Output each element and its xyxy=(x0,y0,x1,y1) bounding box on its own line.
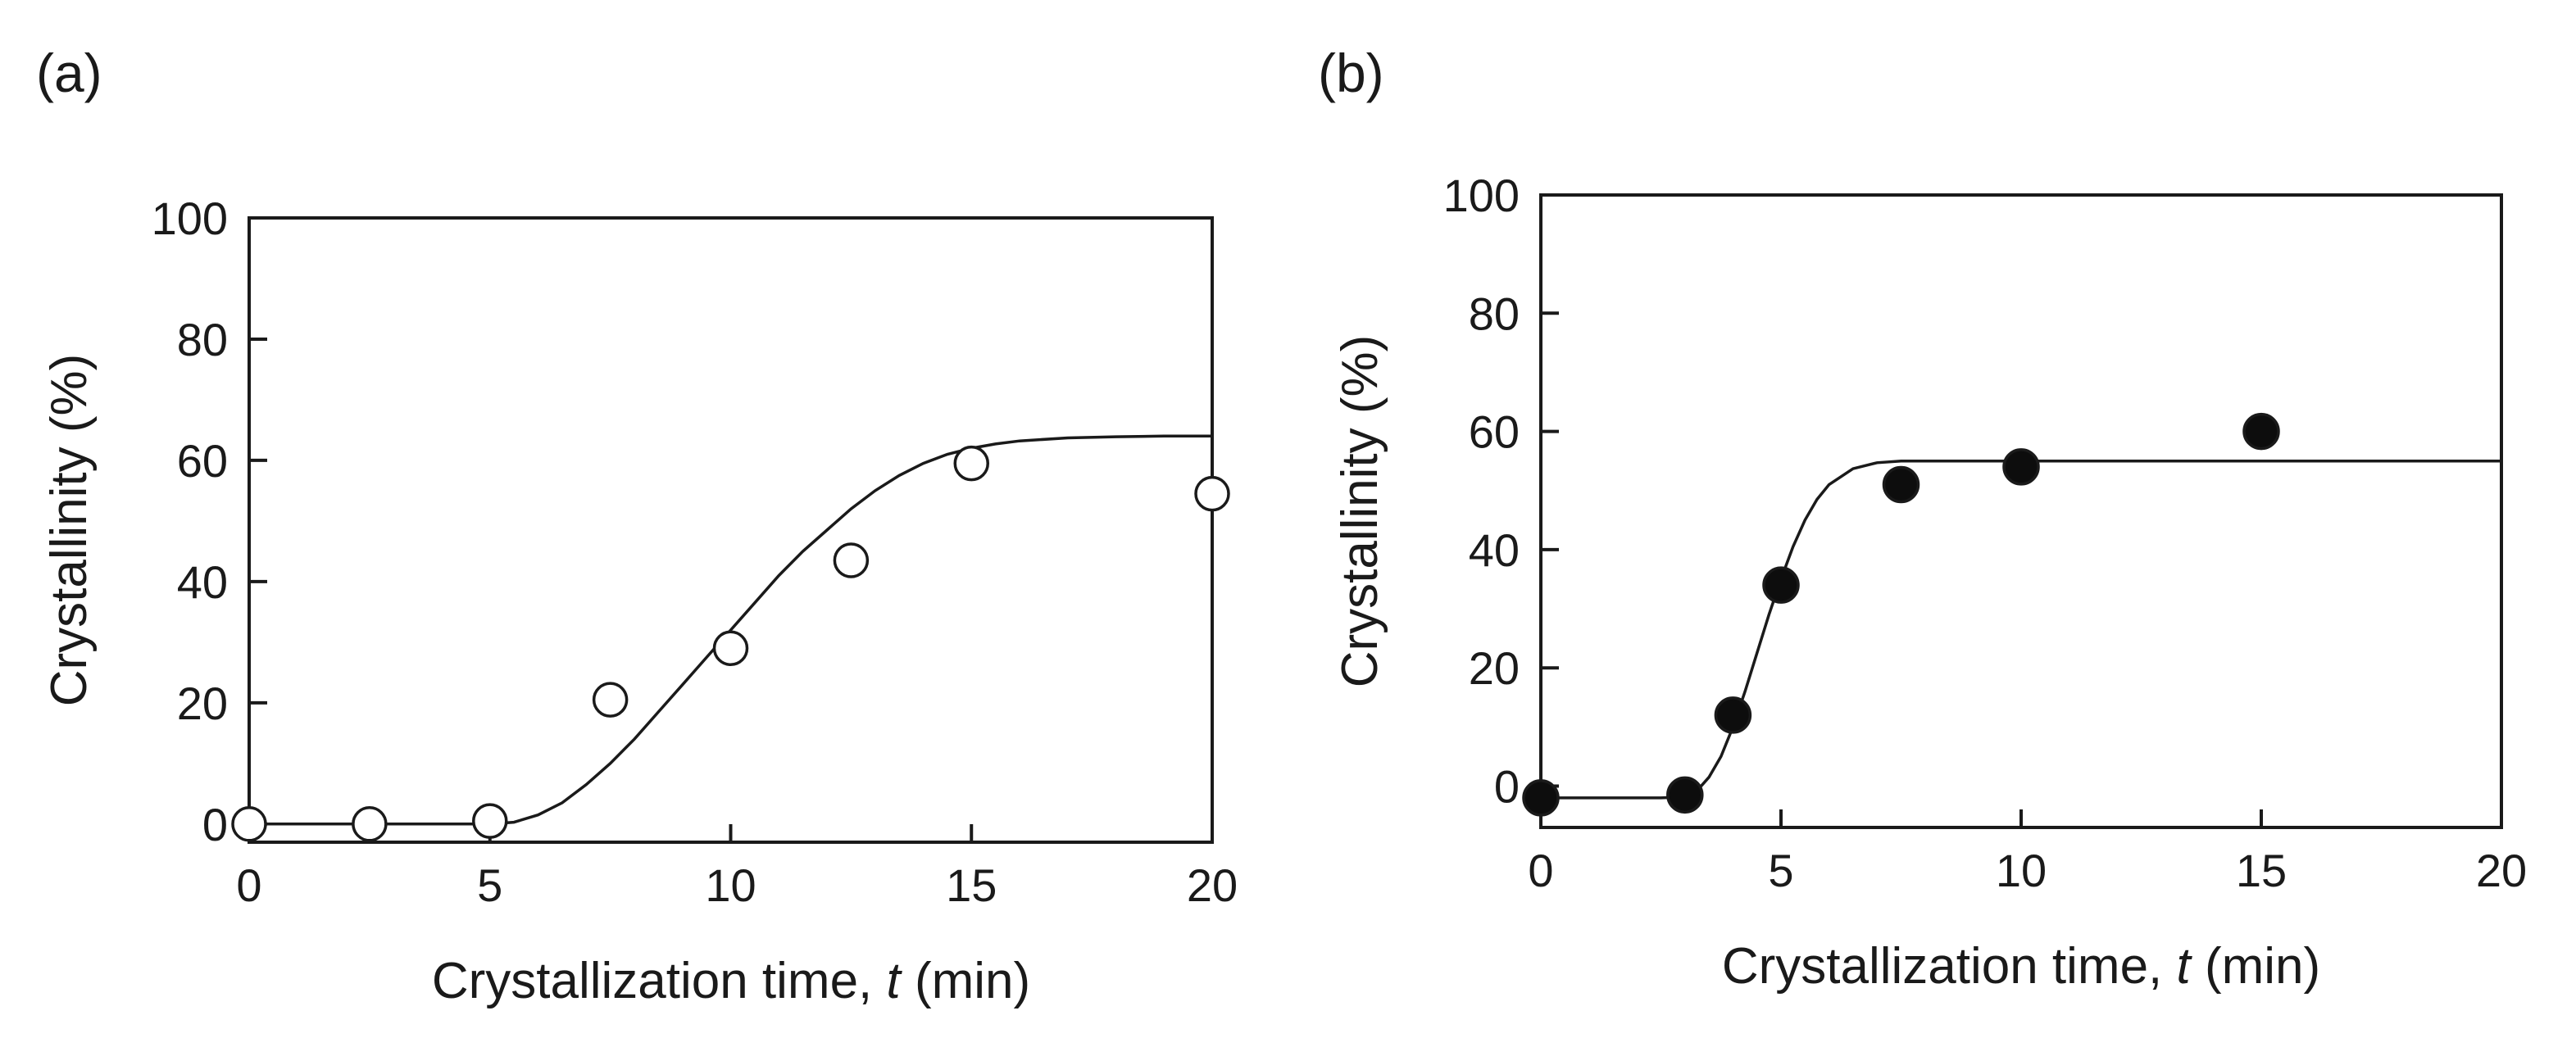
panel-b-y-axis-title: Crystallinity (%) xyxy=(1332,335,1388,688)
panel-a-data-point-1 xyxy=(231,806,267,842)
panel-a: (a) 0 5 10 15 20 0 20 40 60 80 100 Crystallization… xyxy=(36,43,1238,1009)
panel-b-x-tick-label-0: 0 xyxy=(1528,845,1553,896)
panel-a-data-point-8 xyxy=(1194,475,1230,512)
panel-b-data-point-1 xyxy=(1522,779,1560,817)
panel-b-data-point-7 xyxy=(2242,412,2280,451)
panel-a-x-tick-label-10: 10 xyxy=(705,859,756,911)
panel-a-data-point-2 xyxy=(352,806,388,842)
panel-a-x-axis-title: Crystallization time, t (min) xyxy=(432,953,1030,1009)
panel-b-fit-curve xyxy=(1541,459,2501,800)
panel-a-y-axis-title: Crystallinity (%) xyxy=(41,354,98,707)
panel-b-data-point-5 xyxy=(1882,465,1920,504)
panel-b-data-point-3 xyxy=(1714,696,1752,734)
panel-a-y-tick-label-60: 60 xyxy=(177,435,228,487)
panel-a-label: (a) xyxy=(36,43,102,103)
panel-b-x-axis-title: Crystallization time, t (min) xyxy=(1722,938,2320,995)
panel-b-data-point-6 xyxy=(2002,448,2040,486)
panel-a-y-tick-label-80: 80 xyxy=(177,314,228,365)
panel-a-tick-labels: 0 5 10 15 20 0 20 40 60 80 100 xyxy=(152,193,1238,911)
panel-b-label: (b) xyxy=(1318,43,1384,103)
panel-b-x-tick-label-20: 20 xyxy=(2476,845,2527,896)
panel-a-data-point-6 xyxy=(833,542,870,578)
panel-b-y-tick-label-80: 80 xyxy=(1469,288,1520,339)
panel-a-ticks xyxy=(248,216,1214,842)
panel-a-y-tick-label-0: 0 xyxy=(202,799,228,850)
panel-a-fit-curve xyxy=(249,434,1212,826)
panel-b-y-tick-label-60: 60 xyxy=(1469,406,1520,458)
panel-a-x-tick-label-20: 20 xyxy=(1187,859,1238,911)
panel-b-y-tick-label-100: 100 xyxy=(1443,170,1520,221)
panel-b-tick-labels: 0 5 10 15 20 0 20 40 60 80 100 xyxy=(1443,170,2528,896)
panel-b-x-tick-label-10: 10 xyxy=(1996,845,2047,896)
panel-a-y-tick-label-100: 100 xyxy=(152,193,228,244)
panel-b-y-tick-label-20: 20 xyxy=(1469,642,1520,694)
panel-a-plot-frame xyxy=(248,216,1214,844)
panel-a-x-tick-label-0: 0 xyxy=(236,859,261,911)
panel-a-x-tick-label-15: 15 xyxy=(946,859,997,911)
panel-b-plot-frame xyxy=(1539,193,2503,829)
panel-b-data-points xyxy=(1522,412,2280,817)
panel-b-x-tick-label-15: 15 xyxy=(2236,845,2287,896)
panel-b-x-tick-label-5: 5 xyxy=(1768,845,1793,896)
panel-a-x-tick-label-5: 5 xyxy=(477,859,502,911)
panel-a-data-point-5 xyxy=(712,630,749,667)
panel-a-y-tick-label-20: 20 xyxy=(177,678,228,729)
panel-a-data-points xyxy=(231,445,1230,842)
panel-b: (b) 0 5 10 15 20 0 20 40 60 80 100 Crystallization… xyxy=(1318,43,2527,995)
panel-b-ticks xyxy=(1539,193,2503,827)
panel-b-data-point-2 xyxy=(1666,776,1704,814)
panel-a-data-point-3 xyxy=(472,803,508,839)
panel-a-data-point-7 xyxy=(953,445,989,482)
panel-a-data-point-4 xyxy=(592,682,629,718)
panel-b-y-tick-label-0: 0 xyxy=(1494,760,1520,812)
panel-b-y-tick-label-40: 40 xyxy=(1469,524,1520,576)
panel-a-y-tick-label-40: 40 xyxy=(177,556,228,608)
panel-b-data-point-4 xyxy=(1762,566,1800,604)
